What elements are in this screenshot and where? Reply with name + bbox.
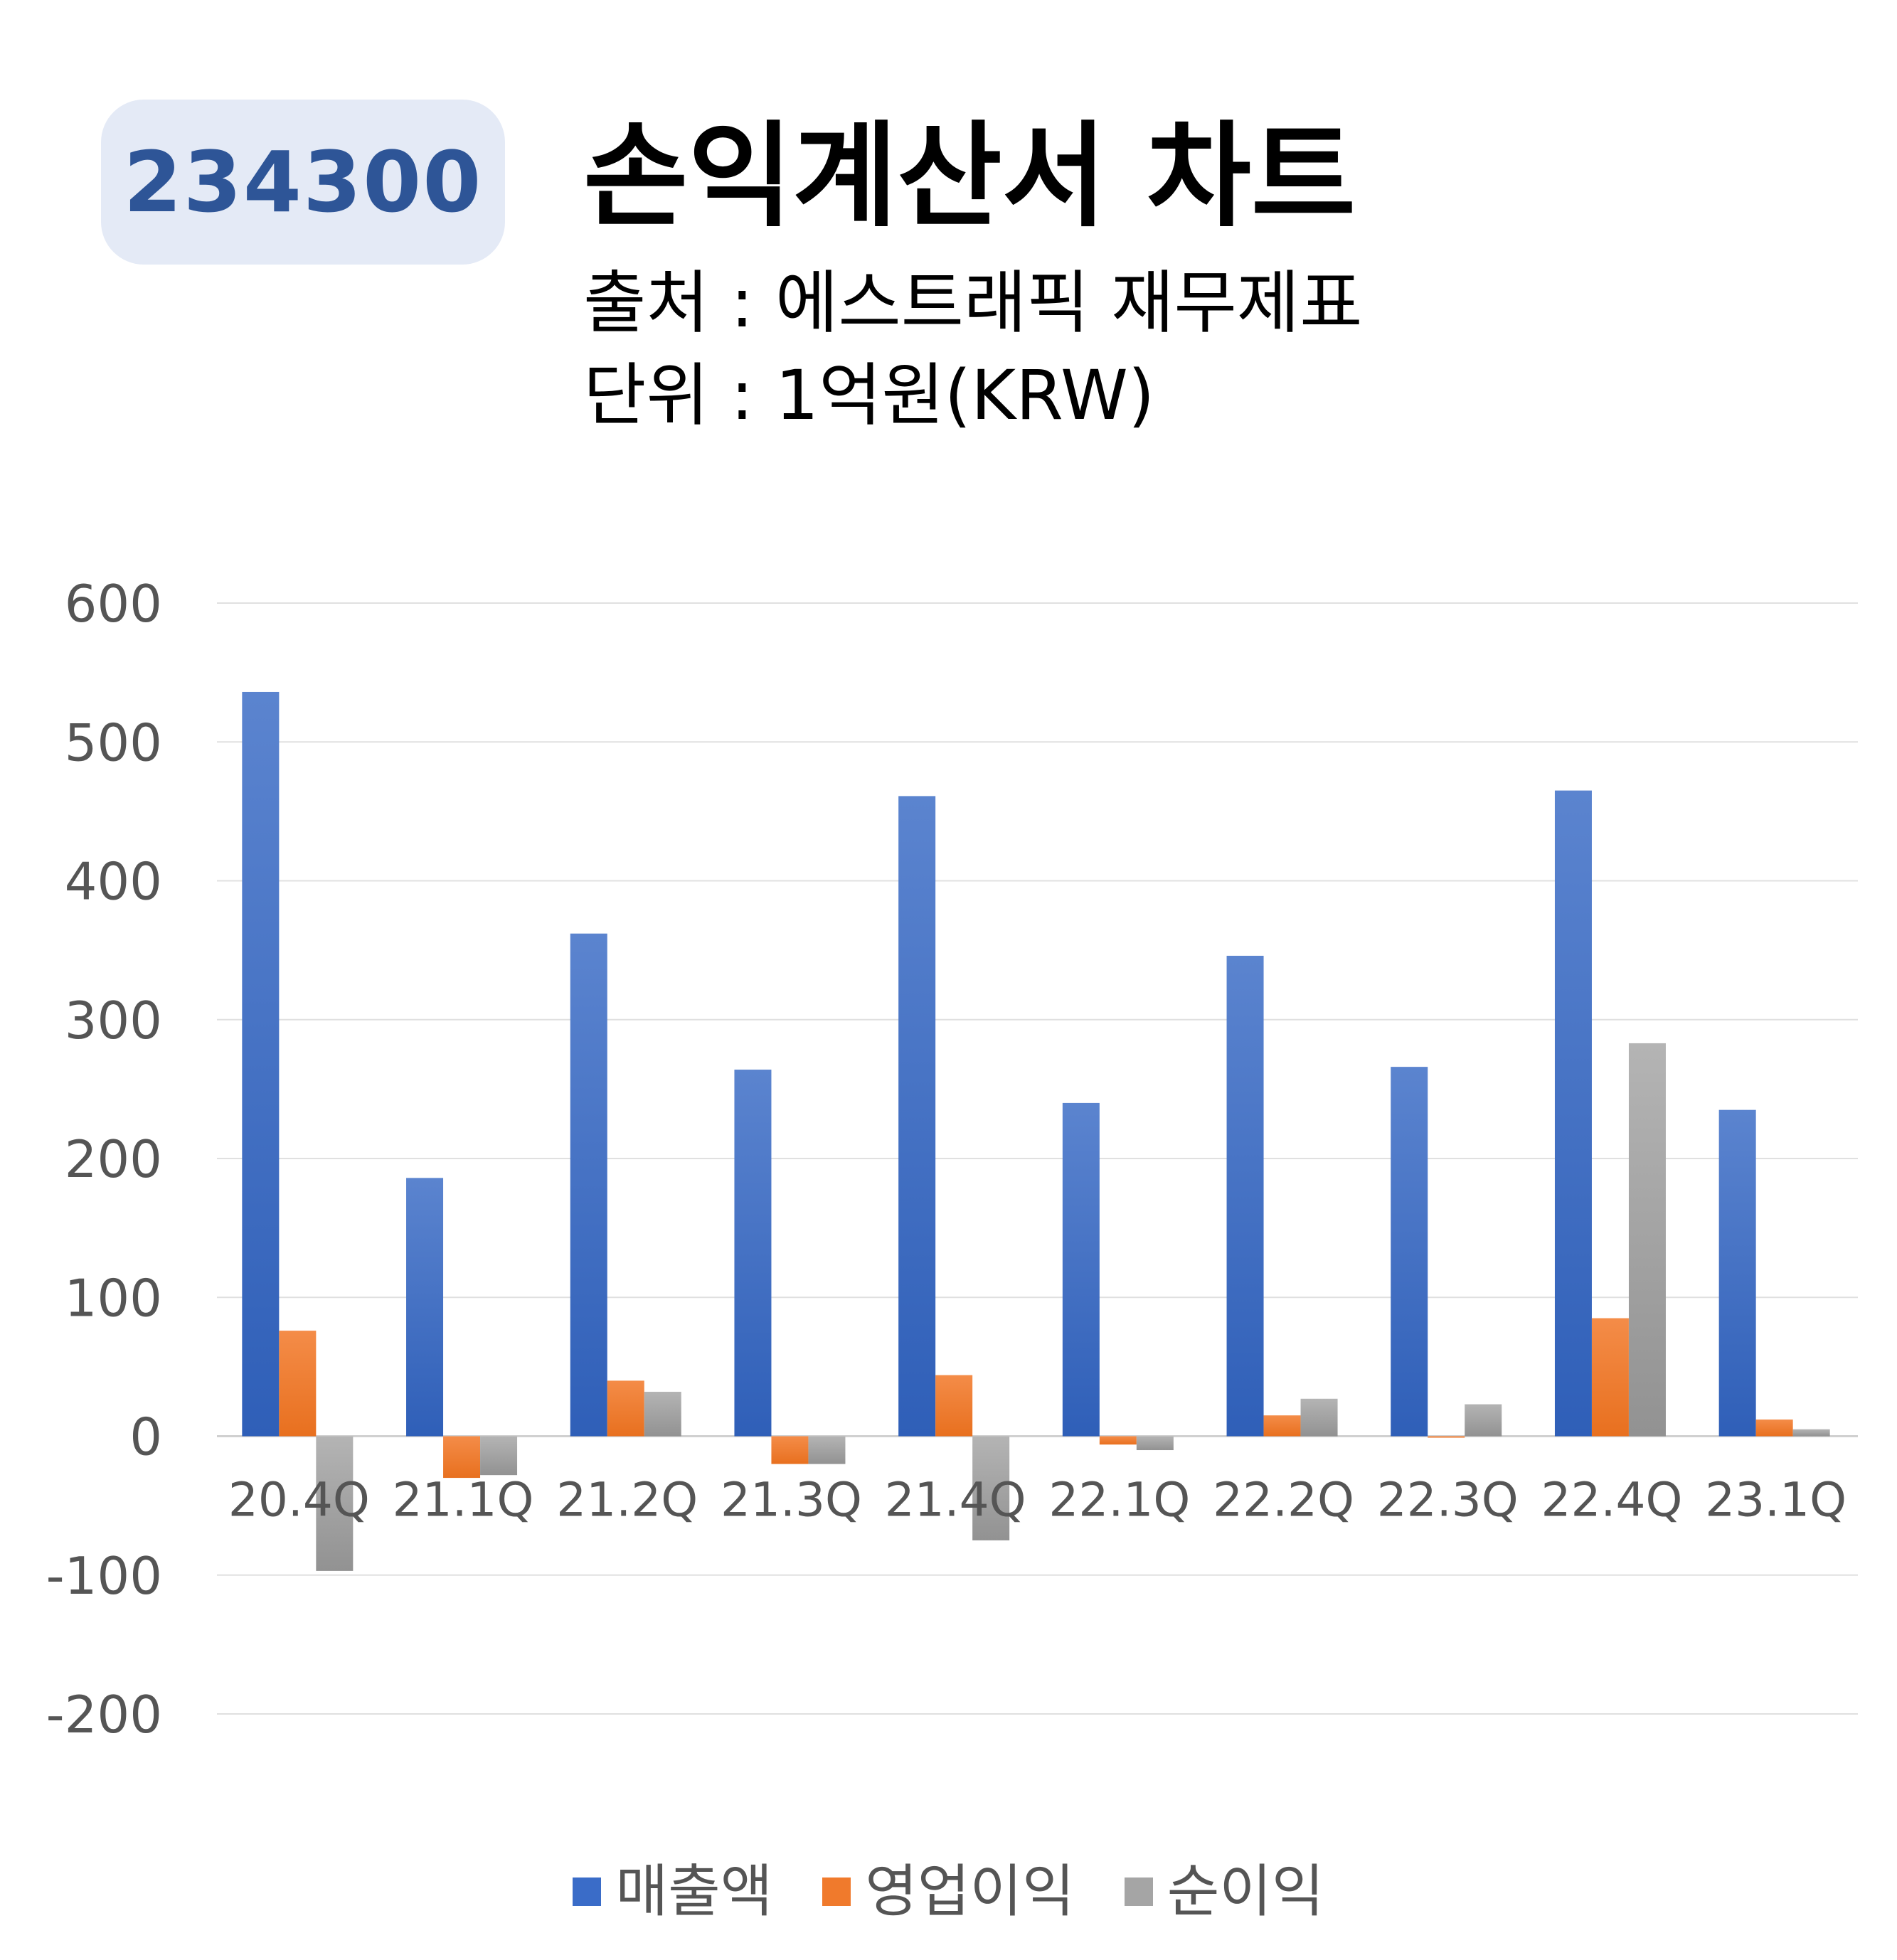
legend-item-net-profit: 순이익 bbox=[1124, 1858, 1324, 1924]
bar-net-profit bbox=[1465, 1404, 1502, 1437]
bar-operating-profit bbox=[771, 1436, 809, 1464]
y-tick-label: 300 bbox=[65, 991, 162, 1050]
bar-operating-profit bbox=[935, 1375, 973, 1437]
legend-item-operating-profit: 영업이익 bbox=[822, 1858, 1075, 1924]
bar-net-profit bbox=[1792, 1429, 1830, 1437]
x-tick-label: 21.2Q bbox=[556, 1473, 698, 1528]
bar-revenue bbox=[898, 796, 936, 1437]
stock-code-badge: 234300 bbox=[101, 100, 505, 265]
bar-operating-profit bbox=[1428, 1436, 1465, 1438]
bar-chart: 600 500 400 300 200 100 0 -100 -200 20.4Q 21.1Q 21.… bbox=[46, 574, 1858, 1745]
legend-label: 영업이익 bbox=[865, 1858, 1075, 1924]
x-tick-label: 21.3Q bbox=[721, 1473, 862, 1528]
bar-revenue bbox=[1062, 1102, 1100, 1437]
y-tick-label: -100 bbox=[46, 1546, 162, 1606]
stock-code: 234300 bbox=[123, 133, 483, 231]
bar-operating-profit bbox=[443, 1436, 481, 1479]
legend-swatch bbox=[822, 1878, 851, 1906]
bar-net-profit bbox=[480, 1436, 518, 1476]
bar-net-profit bbox=[1136, 1436, 1174, 1451]
bar-operating-profit bbox=[279, 1331, 317, 1437]
y-tick-label: 500 bbox=[65, 713, 162, 772]
bar-revenue bbox=[242, 691, 280, 1437]
bar-net-profit bbox=[316, 1436, 354, 1571]
chart-title: 손익계산서 차트 bbox=[583, 110, 1356, 243]
bar-revenue bbox=[1226, 955, 1264, 1437]
x-tick-label: 20.4Q bbox=[228, 1473, 370, 1528]
bar-revenue bbox=[1554, 790, 1592, 1437]
bar-operating-profit bbox=[1755, 1420, 1793, 1437]
y-tick-label: 400 bbox=[65, 852, 162, 912]
y-tick-label: -200 bbox=[46, 1685, 162, 1745]
x-tick-label: 22.4Q bbox=[1541, 1473, 1682, 1528]
bar-operating-profit bbox=[1099, 1436, 1137, 1445]
y-tick-label: 600 bbox=[65, 574, 162, 634]
x-tick-label: 23.1Q bbox=[1705, 1473, 1846, 1528]
chart-legend: 매출액 영업이익 순이익 bbox=[0, 1863, 1897, 1920]
bar-net-profit bbox=[1628, 1043, 1666, 1437]
bar-net-profit bbox=[972, 1436, 1010, 1540]
legend-label: 매출액 bbox=[615, 1858, 773, 1924]
unit-text: 단위 : 1억원(KRW) bbox=[583, 356, 1155, 435]
bar-net-profit bbox=[1300, 1398, 1338, 1437]
y-tick-label: 200 bbox=[65, 1129, 162, 1189]
bar-net-profit bbox=[808, 1436, 846, 1464]
bar-revenue bbox=[1718, 1109, 1756, 1437]
legend-swatch bbox=[573, 1878, 602, 1906]
legend-item-revenue: 매출액 bbox=[573, 1863, 772, 1920]
source-text: 출처 : 에스트래픽 재무제표 bbox=[583, 263, 1363, 343]
legend-label: 순이익 bbox=[1167, 1858, 1324, 1924]
bar-revenue bbox=[1391, 1067, 1428, 1437]
x-tick-label: 22.2Q bbox=[1213, 1473, 1354, 1528]
x-tick-label: 22.1Q bbox=[1048, 1473, 1190, 1528]
bar-revenue bbox=[734, 1070, 772, 1437]
x-tick-label: 22.3Q bbox=[1377, 1473, 1519, 1528]
bar-operating-profit bbox=[1591, 1318, 1629, 1437]
bar-operating-profit bbox=[607, 1380, 644, 1437]
legend-swatch bbox=[1124, 1878, 1153, 1906]
y-tick-label: 0 bbox=[129, 1407, 162, 1467]
x-tick-label: 21.4Q bbox=[885, 1473, 1026, 1528]
y-tick-label: 100 bbox=[65, 1268, 162, 1328]
bar-net-profit bbox=[644, 1392, 681, 1437]
x-tick-label: 21.1Q bbox=[393, 1473, 534, 1528]
bar-revenue bbox=[406, 1178, 444, 1437]
bar-operating-profit bbox=[1263, 1415, 1301, 1437]
bar-revenue bbox=[570, 933, 607, 1437]
